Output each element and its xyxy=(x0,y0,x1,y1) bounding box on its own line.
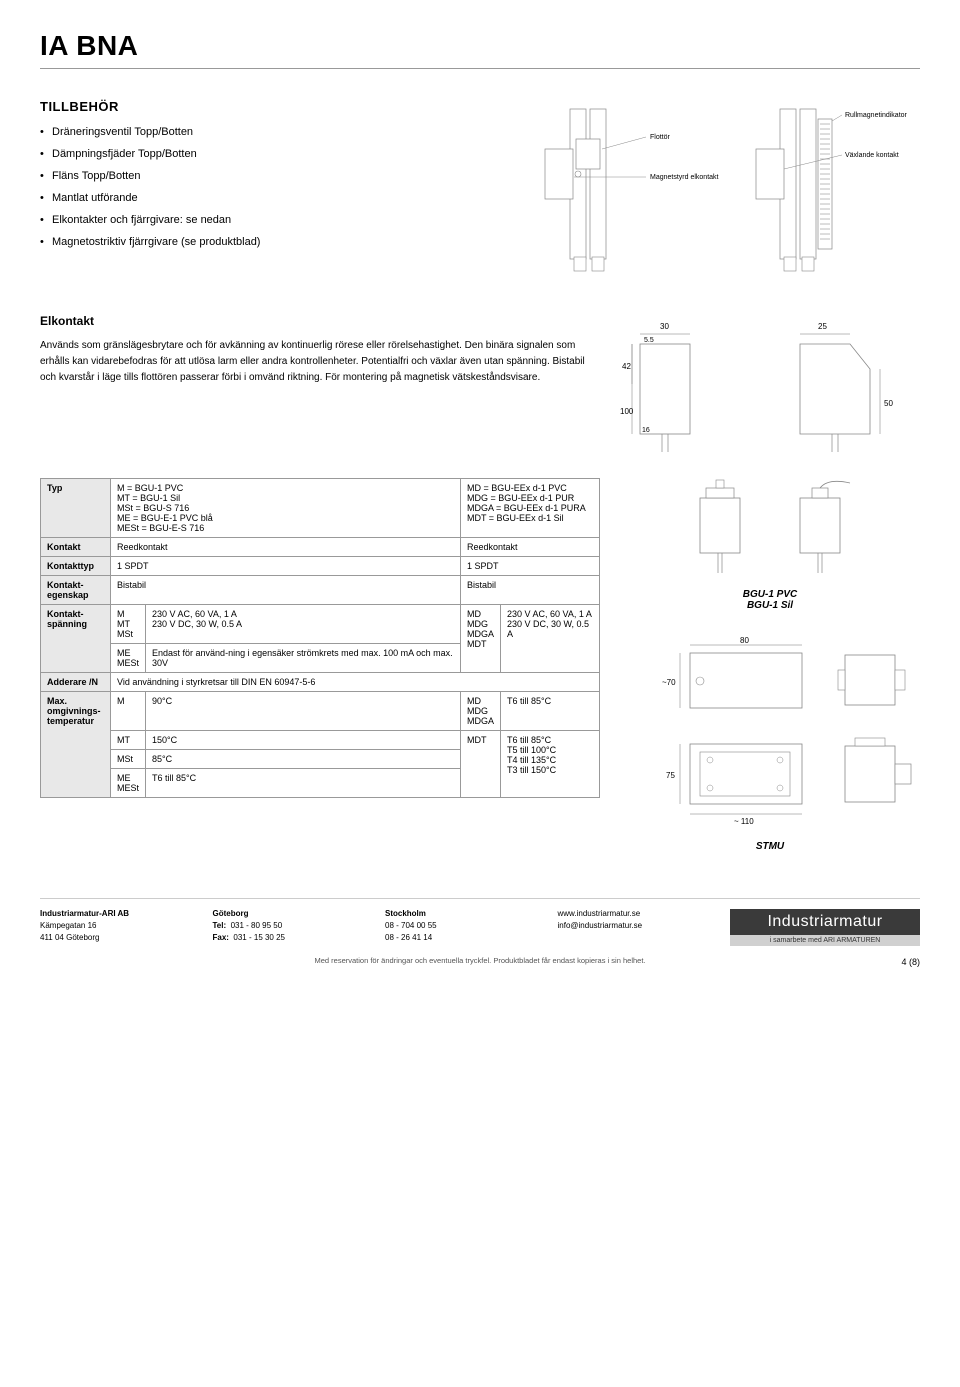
cell: Endast för använd-ning i egensäker ström… xyxy=(146,644,461,673)
list-item: Dämpningsfjäder Topp/Botten xyxy=(40,148,510,160)
list-item: Fläns Topp/Botten xyxy=(40,170,510,182)
brand-sub: i samarbete med ARI ARMATUREN xyxy=(730,935,920,946)
footer-email: info@industriarmatur.se xyxy=(558,921,701,930)
svg-text:50: 50 xyxy=(884,399,893,408)
cell: 85°C xyxy=(146,750,461,769)
brand-logo: Industriarmatur xyxy=(730,909,920,935)
footer-city1: Göteborg xyxy=(213,909,356,918)
cell: T6 till 85°C xyxy=(500,692,599,731)
fig-label-bgu1: BGU-1 PVCBGU-1 Sil xyxy=(620,589,920,611)
spec-table: Typ M = BGU-1 PVC MT = BGU-1 Sil MSt = B… xyxy=(40,478,600,858)
cell: T6 till 85°C T5 till 100°C T4 till 135°C… xyxy=(500,731,599,798)
fig-label-stmu: STMU xyxy=(620,841,920,852)
footer-addr2: 411 04 Göteborg xyxy=(40,933,183,942)
svg-text:30: 30 xyxy=(660,322,669,331)
cell: ME MESt xyxy=(111,769,146,798)
fig-bgu1-top xyxy=(620,478,920,578)
cell: M xyxy=(111,692,146,731)
svg-text:42: 42 xyxy=(622,362,631,371)
cell: M MT MSt xyxy=(111,605,146,644)
footer-note: Med reservation för ändringar och eventu… xyxy=(40,956,920,965)
footer-phone: 08 - 704 00 55 xyxy=(385,921,528,930)
tillbehor-list: Dräneringsventil Topp/Botten Dämpningsfj… xyxy=(40,126,510,248)
svg-text:80: 80 xyxy=(740,636,749,645)
footer-addr1: Kämpegatan 16 xyxy=(40,921,183,930)
cell: 230 V AC, 60 VA, 1 A 230 V DC, 30 W, 0.5… xyxy=(500,605,599,673)
cell: ME MESt xyxy=(111,644,146,673)
cell: Bistabil xyxy=(111,576,461,605)
cell: MD MDG MDGA xyxy=(460,692,500,731)
cell: Reedkontakt xyxy=(111,538,461,557)
cell: MT xyxy=(111,731,146,750)
page-number: 4 (8) xyxy=(901,957,920,967)
title-rule xyxy=(40,68,920,69)
row-label: Kontakt-spänning xyxy=(41,605,111,673)
footer: Industriarmatur-ARI AB Kämpegatan 16 411… xyxy=(40,898,920,965)
cell: MDT xyxy=(460,731,500,798)
footer-fax: 08 - 26 41 14 xyxy=(385,933,528,942)
row-label: Adderare /N xyxy=(41,673,111,692)
svg-text:100: 100 xyxy=(620,407,634,416)
list-item: Magnetostriktiv fjärrgivare (se produktb… xyxy=(40,236,510,248)
page-title: IA BNA xyxy=(40,30,920,62)
svg-text:16: 16 xyxy=(642,427,650,434)
row-label: Kontakt xyxy=(41,538,111,557)
cell: 1 SPDT xyxy=(111,557,461,576)
fig-stmu-1: 80 ~70 xyxy=(620,635,920,725)
cell: 1 SPDT xyxy=(460,557,599,576)
label-vaxlande: Växlande kontakt xyxy=(845,152,899,159)
cell: Vid användning i styrkretsar till DIN EN… xyxy=(111,673,600,692)
list-item: Elkontakter och fjärrgivare: se nedan xyxy=(40,214,510,226)
label-magnetstyrd: Magnetstyrd elkontakt xyxy=(650,174,719,181)
cell: MD MDG MDGA MDT xyxy=(460,605,500,673)
elkontakt-heading: Elkontakt xyxy=(40,314,590,328)
cell: Reedkontakt xyxy=(460,538,599,557)
cell: MD = BGU-EEx d-1 PVC MDG = BGU-EEx d-1 P… xyxy=(460,479,599,538)
tillbehor-heading: TILLBEHÖR xyxy=(40,99,510,114)
top-diagram: Flottör Magnetstyrd elkontakt xyxy=(540,99,920,284)
label-rullmagnet: Rullmagnetindikator xyxy=(845,112,908,119)
cell: M = BGU-1 PVC MT = BGU-1 Sil MSt = BGU-S… xyxy=(111,479,461,538)
row-label: Kontakttyp xyxy=(41,557,111,576)
list-item: Mantlat utförande xyxy=(40,192,510,204)
svg-text:25: 25 xyxy=(818,322,827,331)
footer-city2: Stockholm xyxy=(385,909,528,918)
footer-company: Industriarmatur-ARI AB xyxy=(40,909,183,918)
svg-text:5.5: 5.5 xyxy=(644,337,654,344)
cell: 150°C xyxy=(146,731,461,750)
list-item: Dräneringsventil Topp/Botten xyxy=(40,126,510,138)
svg-text:75: 75 xyxy=(666,771,675,780)
row-label: Max. omgivnings-temperatur xyxy=(41,692,111,798)
cell: 230 V AC, 60 VA, 1 A 230 V DC, 30 W, 0.5… xyxy=(146,605,461,644)
svg-text:~ 110: ~ 110 xyxy=(734,817,754,826)
footer-www: www.industriarmatur.se xyxy=(558,909,701,918)
row-label: Kontakt-egenskap xyxy=(41,576,111,605)
cell: 90°C xyxy=(146,692,461,731)
cell: MSt xyxy=(111,750,146,769)
svg-text:~70: ~70 xyxy=(662,678,676,687)
cell: Bistabil xyxy=(460,576,599,605)
elkontakt-dims: 30 5.5 42 100 16 25 50 xyxy=(620,314,920,454)
label-flottor: Flottör xyxy=(650,134,671,141)
fig-stmu-2: 75 ~ 110 xyxy=(620,730,920,830)
elkontakt-body: Används som gränslägesbrytare och för av… xyxy=(40,338,590,386)
row-label: Typ xyxy=(41,479,111,538)
cell: T6 till 85°C xyxy=(146,769,461,798)
